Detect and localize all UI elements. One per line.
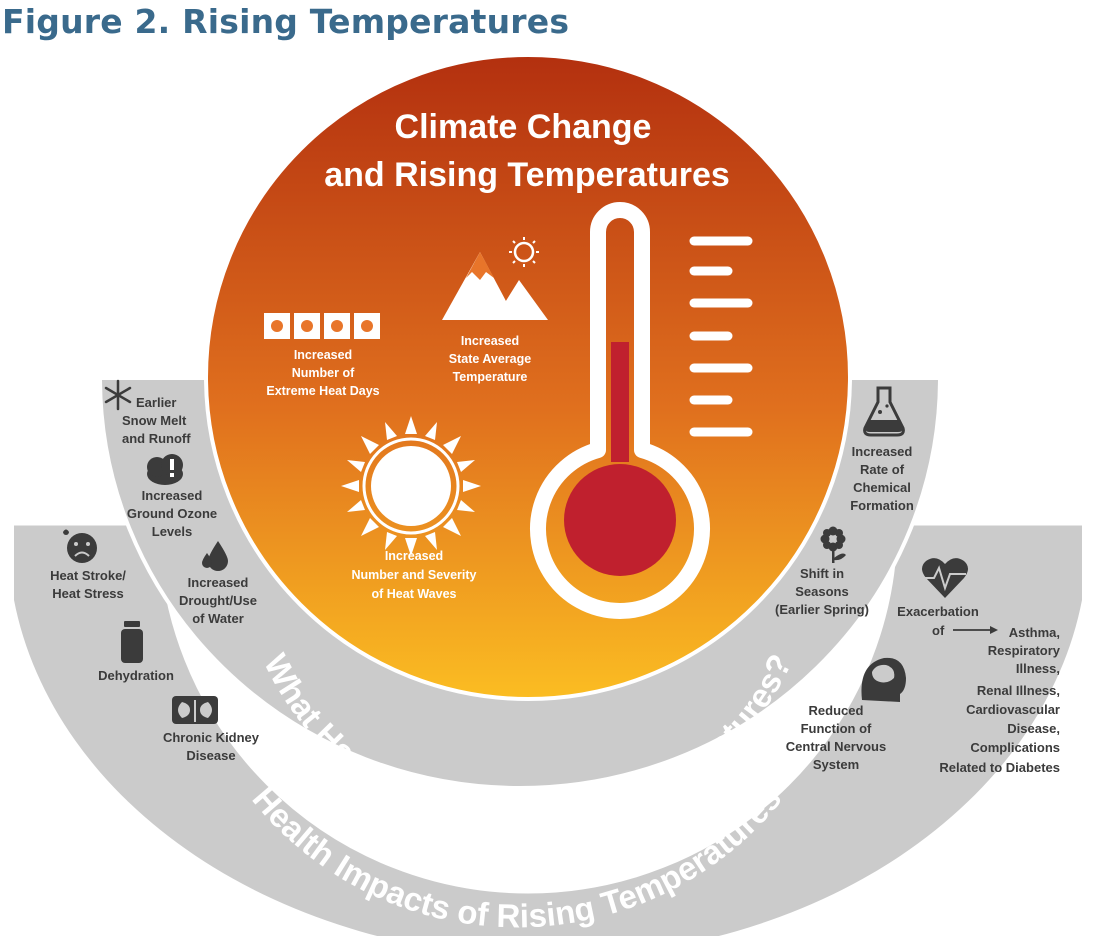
svg-text:Heat Stress: Heat Stress bbox=[52, 586, 124, 601]
flower-icon bbox=[820, 526, 846, 563]
svg-text:of Heat Waves: of Heat Waves bbox=[372, 587, 457, 601]
state-average-temperature-label: Increased State Average Temperature bbox=[449, 334, 531, 384]
svg-text:Function of: Function of bbox=[801, 721, 872, 736]
svg-text:Number and Severity: Number and Severity bbox=[351, 568, 476, 582]
center-title-line2: and Rising Temperatures bbox=[324, 156, 730, 194]
dehydration-label: Dehydration bbox=[98, 668, 174, 683]
svg-text:Drought/Use: Drought/Use bbox=[179, 593, 257, 608]
svg-text:(Earlier Spring): (Earlier Spring) bbox=[775, 602, 869, 617]
svg-text:Central Nervous: Central Nervous bbox=[786, 739, 886, 754]
water-drop-icon bbox=[202, 541, 228, 571]
chemical-label: Increased Rate of Chemical Formation bbox=[850, 444, 914, 513]
svg-text:of: of bbox=[932, 623, 945, 638]
svg-text:Increased: Increased bbox=[385, 549, 443, 563]
svg-text:Illness,: Illness, bbox=[1016, 661, 1060, 676]
svg-text:Exacerbation: Exacerbation bbox=[897, 604, 979, 619]
svg-text:Increased: Increased bbox=[461, 334, 519, 348]
mountain-icon bbox=[442, 237, 548, 320]
heat-days-icon bbox=[264, 313, 380, 339]
svg-text:Chemical: Chemical bbox=[853, 480, 911, 495]
svg-text:State Average: State Average bbox=[449, 352, 531, 366]
svg-text:Disease: Disease bbox=[186, 748, 235, 763]
flask-icon bbox=[863, 386, 905, 437]
exacerbation-label: Exacerbation of bbox=[897, 604, 979, 638]
water-bottle-icon bbox=[121, 621, 143, 663]
svg-text:Increased: Increased bbox=[188, 575, 249, 590]
svg-text:Chronic Kidney: Chronic Kidney bbox=[163, 730, 260, 745]
svg-text:Increased: Increased bbox=[294, 348, 352, 362]
svg-text:Asthma,: Asthma, bbox=[1009, 625, 1060, 640]
sun-icon bbox=[341, 416, 481, 556]
cns-label: Reduced Function of Central Nervous Syst… bbox=[786, 703, 886, 772]
heat-waves-label: Increased Number and Severity of Heat Wa… bbox=[351, 549, 476, 601]
svg-text:Respiratory: Respiratory bbox=[988, 643, 1061, 658]
heat-stroke-label: Heat Stroke/ Heat Stress bbox=[50, 568, 126, 601]
svg-text:Shift in: Shift in bbox=[800, 566, 844, 581]
svg-text:Number of: Number of bbox=[292, 366, 355, 380]
thermometer-icon bbox=[530, 202, 753, 619]
climate-change-circle bbox=[204, 53, 852, 701]
svg-text:Heat Stroke/: Heat Stroke/ bbox=[50, 568, 126, 583]
svg-text:Formation: Formation bbox=[850, 498, 914, 513]
svg-text:Increased: Increased bbox=[852, 444, 913, 459]
center-title-line1: Climate Change bbox=[395, 108, 652, 146]
health-impacts-band bbox=[14, 524, 1082, 936]
svg-text:Extreme Heat Days: Extreme Heat Days bbox=[266, 384, 379, 398]
svg-text:Renal Illness,: Renal Illness, bbox=[977, 683, 1060, 698]
exacerbation-list: Asthma, Respiratory Illness, Renal Illne… bbox=[939, 625, 1060, 775]
svg-text:Earlier: Earlier bbox=[136, 395, 176, 410]
extreme-heat-days-label: Increased Number of Extreme Heat Days bbox=[266, 348, 379, 398]
svg-text:Ground Ozone: Ground Ozone bbox=[127, 506, 217, 521]
figure-title: Figure 2. Rising Temperatures bbox=[2, 2, 570, 41]
svg-text:Rate of: Rate of bbox=[860, 462, 905, 477]
svg-text:Disease,: Disease, bbox=[1007, 721, 1060, 736]
snow-melt-label: Earlier Snow Melt and Runoff bbox=[122, 395, 191, 446]
heart-pulse-icon bbox=[922, 558, 968, 598]
drought-label: Increased Drought/Use of Water bbox=[179, 575, 257, 626]
seasons-label: Shift in Seasons (Earlier Spring) bbox=[775, 566, 869, 617]
kidneys-icon bbox=[172, 696, 218, 724]
cloud-alert-icon bbox=[147, 454, 183, 485]
svg-text:of Water: of Water bbox=[192, 611, 244, 626]
snowflake-icon bbox=[104, 379, 132, 411]
svg-text:Reduced: Reduced bbox=[809, 703, 864, 718]
svg-text:Complications: Complications bbox=[970, 740, 1060, 755]
svg-text:Increased: Increased bbox=[142, 488, 203, 503]
svg-text:Related to Diabetes: Related to Diabetes bbox=[939, 760, 1060, 775]
kidney-disease-label: Chronic Kidney Disease bbox=[163, 730, 260, 763]
head-brain-icon bbox=[861, 657, 906, 702]
sad-face-icon bbox=[63, 529, 97, 563]
ozone-label: Increased Ground Ozone Levels bbox=[127, 488, 217, 539]
svg-text:Cardiovascular: Cardiovascular bbox=[966, 702, 1060, 717]
svg-text:System: System bbox=[813, 757, 859, 772]
svg-text:Temperature: Temperature bbox=[453, 370, 528, 384]
svg-text:Levels: Levels bbox=[152, 524, 192, 539]
svg-text:Seasons: Seasons bbox=[795, 584, 848, 599]
arrow-icon bbox=[953, 626, 998, 634]
svg-text:Snow Melt: Snow Melt bbox=[122, 413, 187, 428]
svg-text:and Runoff: and Runoff bbox=[122, 431, 191, 446]
